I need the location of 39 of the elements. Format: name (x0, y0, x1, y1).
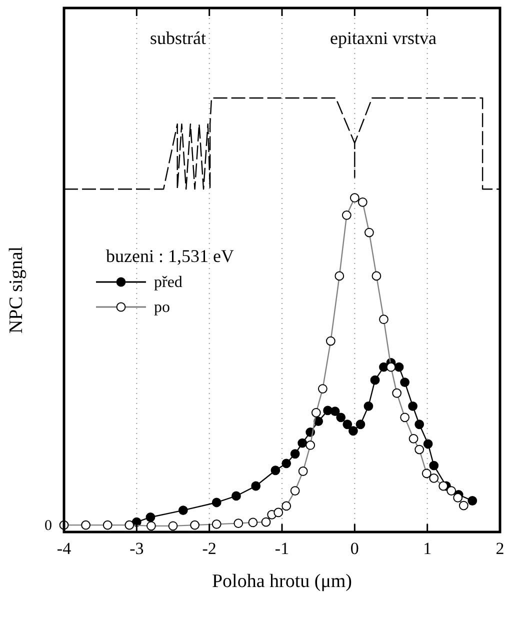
x-axis-title: Poloha hrotu (μm) (212, 571, 352, 592)
point (370, 375, 380, 385)
text: epitaxni vrstva (330, 28, 436, 48)
point (429, 460, 439, 470)
point (356, 420, 366, 430)
point (364, 401, 374, 411)
point (400, 378, 410, 387)
point (348, 426, 358, 436)
legend-title: buzeni : 1,531 eV (106, 246, 234, 266)
point (408, 401, 418, 411)
point (146, 512, 156, 522)
point (394, 362, 404, 372)
point (298, 438, 308, 448)
point (336, 412, 346, 422)
legend-label: před (154, 274, 182, 291)
point (282, 458, 292, 468)
x-tick-label: -2 (202, 539, 216, 558)
text: substrát (150, 28, 206, 48)
point (178, 506, 188, 515)
x-tick-label: -4 (56, 539, 72, 558)
point (468, 496, 478, 506)
point (342, 420, 352, 430)
point (232, 491, 241, 501)
point (270, 466, 280, 476)
y-axis-title: NPC signal (6, 246, 27, 334)
point (212, 498, 222, 508)
point (423, 439, 433, 449)
x-tick-label: 1 (423, 539, 432, 558)
text: 0 (44, 518, 52, 534)
x-tick-label: -1 (274, 539, 290, 558)
x-tick-label: 0 (350, 539, 359, 558)
point (314, 416, 324, 426)
point (290, 449, 300, 459)
x-tick-label: -3 (130, 539, 144, 558)
legend-label: po (154, 299, 170, 316)
point (330, 406, 340, 416)
point (251, 481, 261, 491)
x-tick-label: 2 (496, 539, 504, 558)
point (414, 420, 424, 430)
